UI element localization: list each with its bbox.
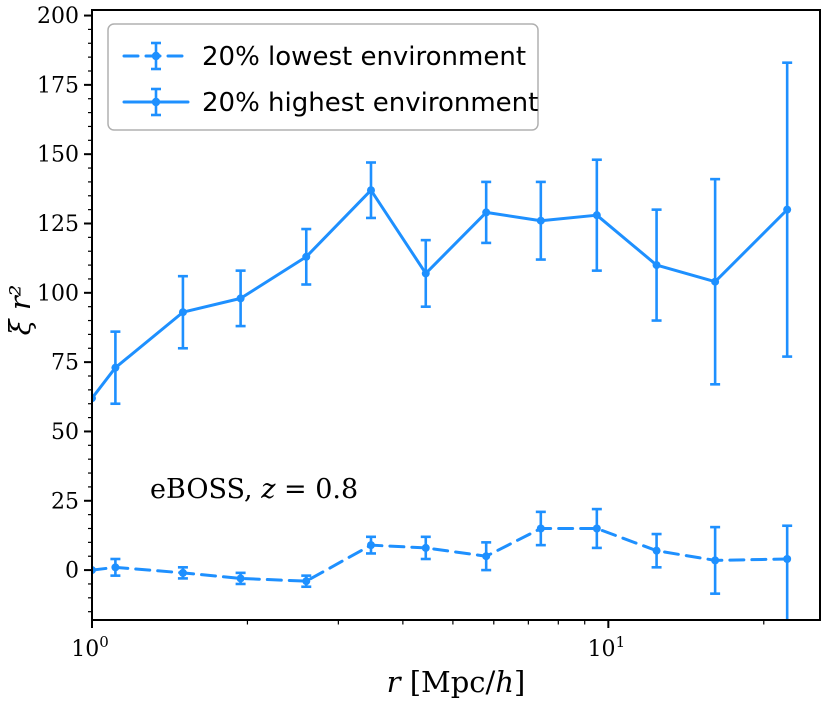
data-point <box>366 186 375 195</box>
series-line-1 <box>92 188 789 400</box>
y-tick-label: 0 <box>65 559 79 584</box>
data-point <box>711 556 720 565</box>
annotation-ebosz: eBOSS, z = 0.8 <box>150 474 358 505</box>
y-tick-label: 50 <box>51 420 79 445</box>
data-point <box>366 541 375 550</box>
data-point <box>482 208 491 217</box>
data-point <box>111 363 120 372</box>
data-point <box>711 277 720 286</box>
data-point <box>302 577 311 586</box>
data-point <box>421 269 430 278</box>
legend-entry-label: 20% lowest environment <box>202 42 526 72</box>
data-point <box>652 261 661 270</box>
data-point <box>592 524 601 533</box>
y-axis-label: ξ r² <box>3 285 37 336</box>
y-tick-label: 125 <box>37 212 79 237</box>
y-tick-label: 100 <box>37 281 79 306</box>
data-point <box>783 205 792 214</box>
plot-data <box>92 61 793 620</box>
data-point <box>302 252 311 261</box>
y-tick-label: 175 <box>37 73 79 98</box>
y-tick-label: 150 <box>37 143 79 168</box>
legend-marker-sample <box>151 97 161 107</box>
x-tick-label: 101 <box>588 633 626 662</box>
data-point <box>178 568 187 577</box>
legend-marker-sample <box>151 51 161 61</box>
data-point <box>652 546 661 555</box>
data-point <box>783 555 792 563</box>
y-tick-label: 25 <box>51 489 79 514</box>
data-point <box>592 211 601 220</box>
data-point <box>536 216 545 225</box>
data-point <box>421 543 430 552</box>
data-point <box>178 308 187 317</box>
y-tick-label: 75 <box>51 351 79 376</box>
series-line-0 <box>92 527 789 583</box>
y-tick-label: 200 <box>37 4 79 29</box>
legend: 20% lowest environment 20% highest enviro… <box>107 23 539 131</box>
data-point <box>236 574 245 583</box>
legend-entry-label: 20% highest environment <box>202 88 538 118</box>
x-axis-label: r [Mpc/h] <box>387 665 526 699</box>
plot-border <box>91 9 821 621</box>
legend-box <box>107 23 539 131</box>
data-point <box>536 524 545 533</box>
x-tick-label: 100 <box>71 633 109 662</box>
data-point <box>111 563 120 572</box>
data-point <box>482 552 491 561</box>
data-point <box>236 294 245 303</box>
